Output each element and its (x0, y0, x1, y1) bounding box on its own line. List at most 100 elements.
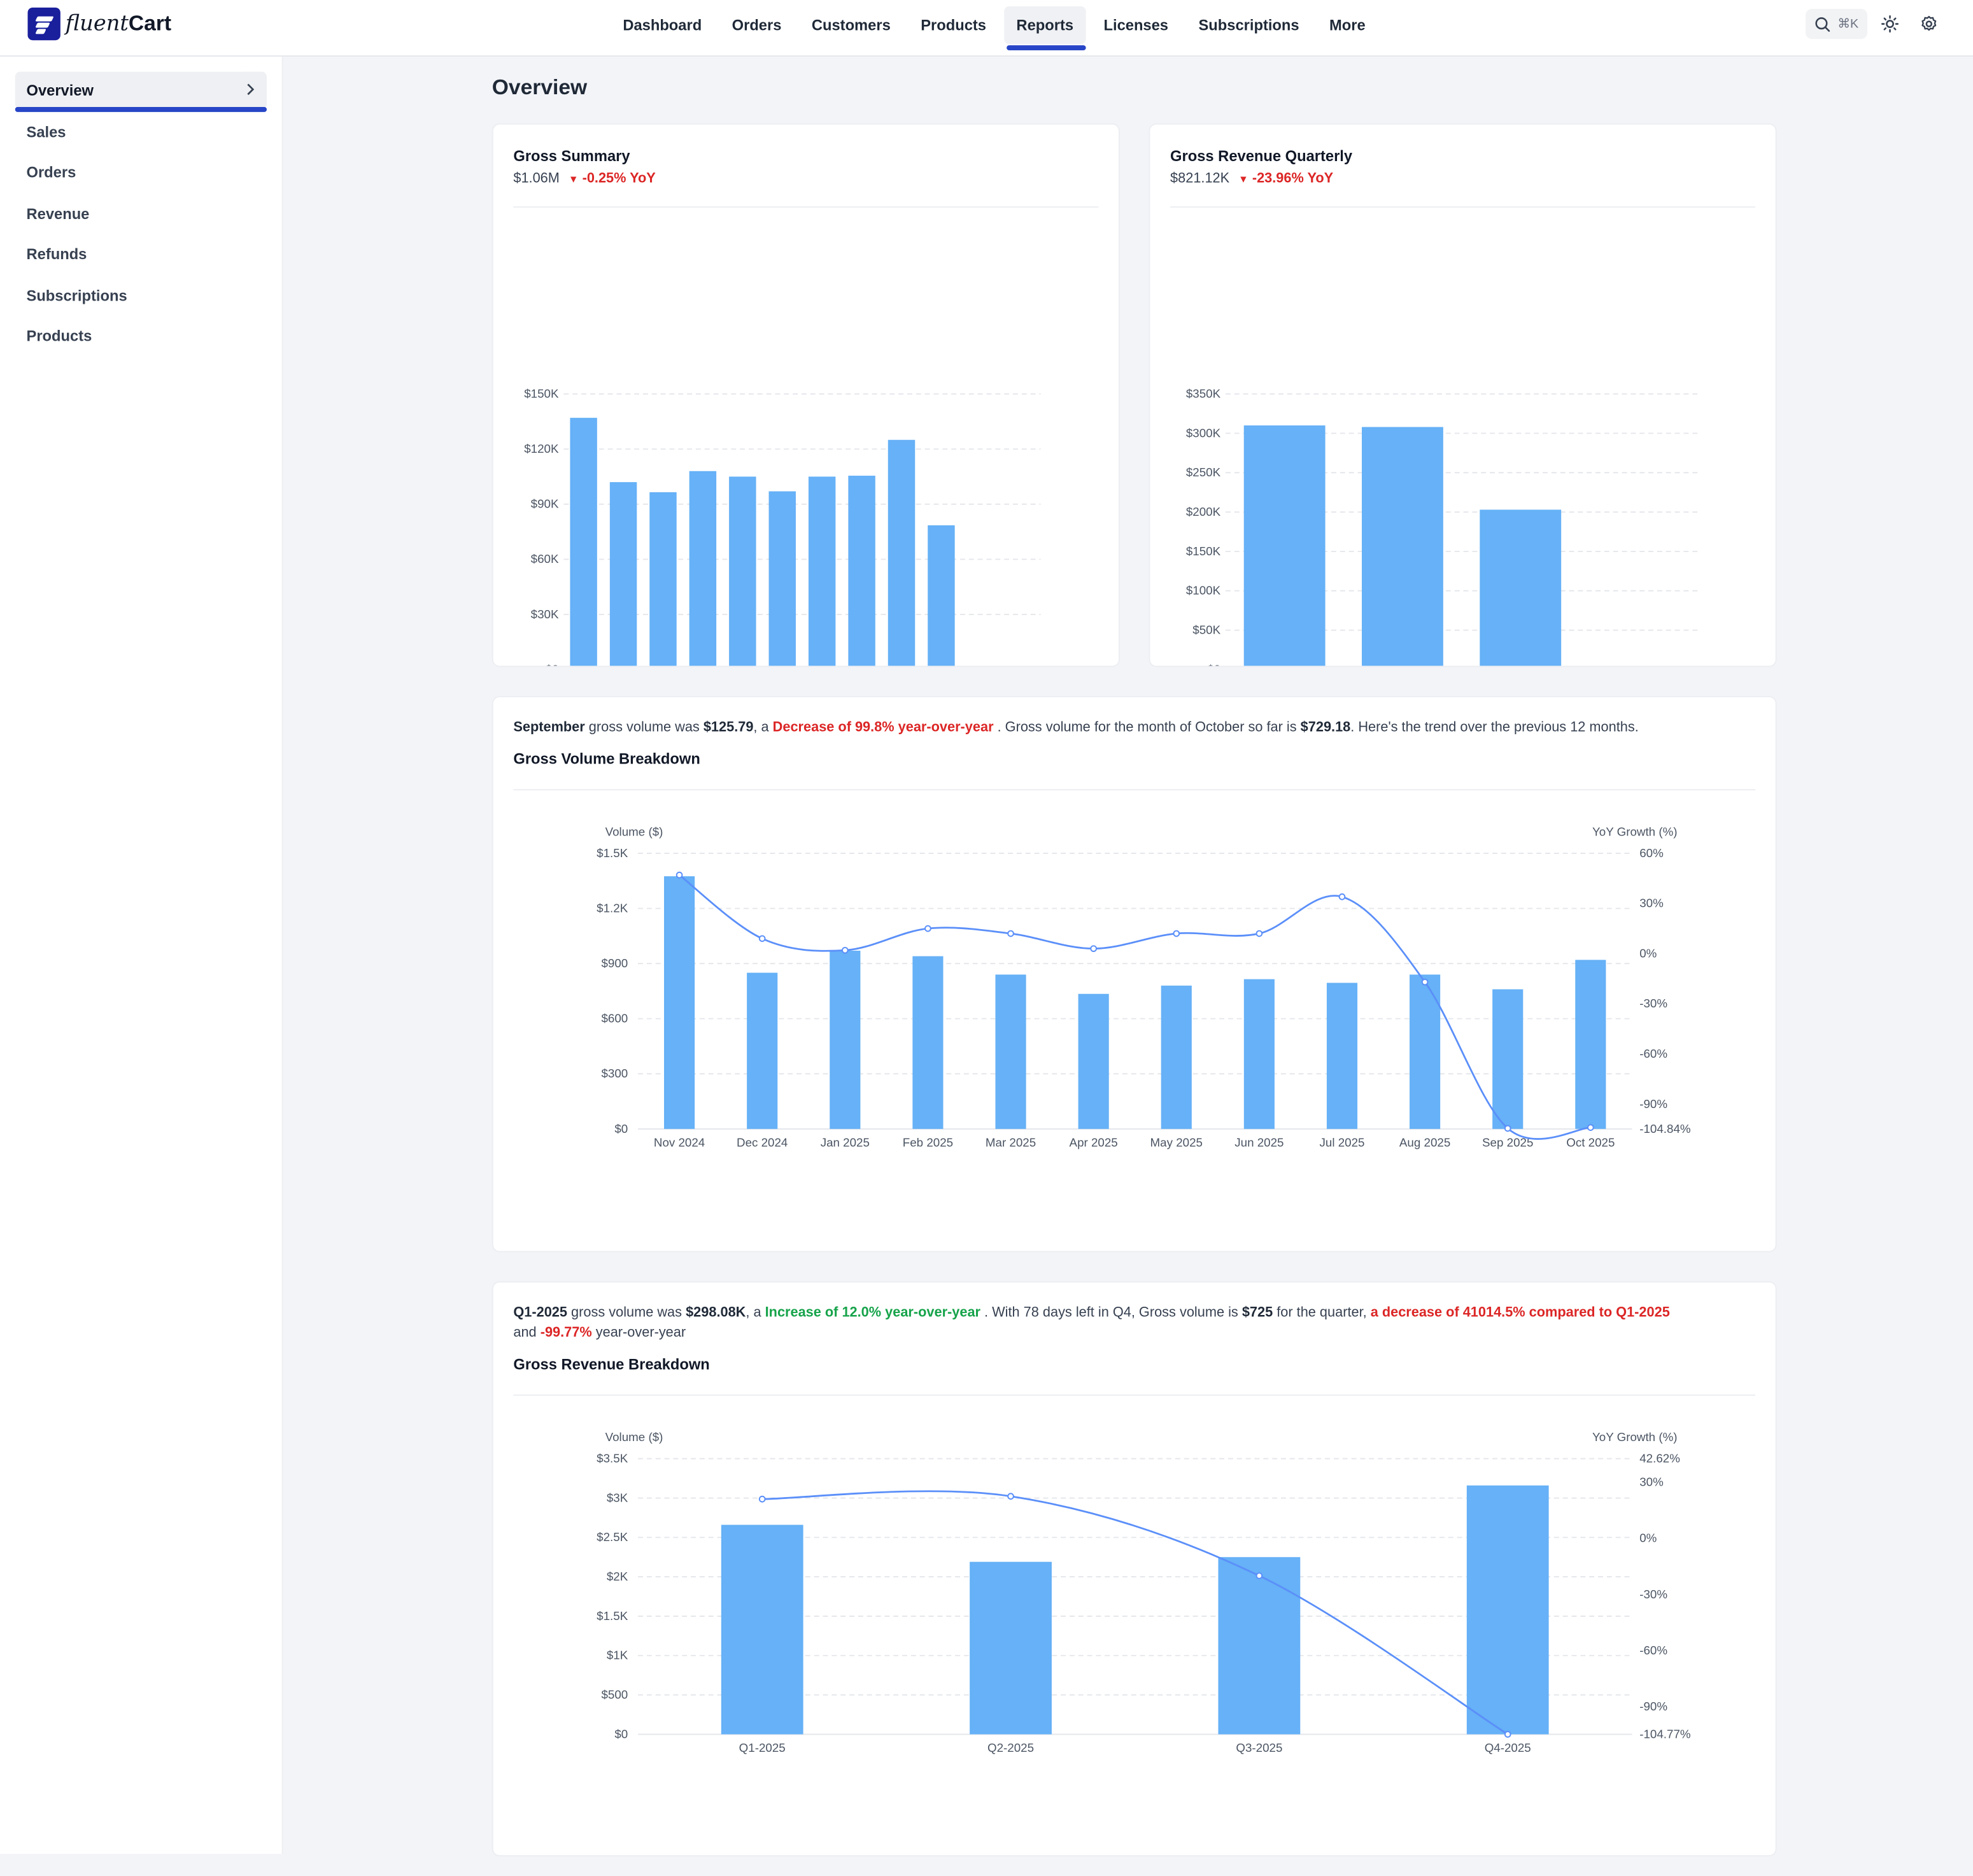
x-tick-label: Sep 2025 (1482, 1136, 1533, 1149)
chevron-right-icon (245, 82, 255, 99)
y-axis-label: Volume ($) (605, 1430, 663, 1444)
yoy-point-q1-2025 (758, 1495, 766, 1503)
sidebar-item-label: Refunds (26, 245, 87, 264)
search-shortcut: ⌘K (1837, 17, 1859, 31)
sidebar-item-label: Overview (26, 82, 94, 100)
y-tick-label: $300K (1186, 426, 1221, 439)
y2-tick-label: -60% (1639, 1047, 1667, 1060)
y2-tick-label: -90% (1639, 1097, 1667, 1111)
bar-q3-2025 (1480, 509, 1562, 666)
nav-subscriptions[interactable]: Subscriptions (1198, 16, 1299, 34)
sidebar-item-overview[interactable]: Overview (15, 71, 267, 112)
gross-quarterly-value: $821.12K (1170, 171, 1230, 187)
nav-dashboard[interactable]: Dashboard (623, 16, 702, 34)
y2-tick-label: 42.62% (1639, 1452, 1680, 1465)
x-tick-label: Apr 2025 (1070, 1136, 1118, 1149)
y-tick-label: $3K (607, 1491, 628, 1504)
nav-reports[interactable]: Reports (1003, 6, 1087, 51)
bar-dec-2024 (747, 972, 778, 1129)
sidebar-item-revenue[interactable]: Revenue (15, 194, 267, 232)
y-tick-label: $1.5K (597, 1609, 628, 1623)
x-tick-label: Aug 2025 (1399, 1136, 1450, 1149)
y2-tick-label: 0% (1639, 1531, 1657, 1545)
y-axis-label: Volume ($) (605, 825, 663, 838)
x-tick-label: Jul 2025 (1320, 1136, 1365, 1149)
x-tick-label: Q1-2025 (739, 1741, 786, 1754)
yoy-point-q2-2025 (1007, 1493, 1014, 1500)
nav-licenses[interactable]: Licenses (1103, 16, 1169, 34)
sidebar-item-label: Revenue (26, 204, 90, 222)
settings-button[interactable] (1913, 9, 1945, 39)
bar-apr-2025 (768, 491, 796, 666)
y2-tick-label: -30% (1639, 997, 1667, 1010)
y-tick-label: $900 (601, 956, 628, 970)
gross-summary-value-row: $1.06M ▼ -0.25% YoY (513, 171, 1098, 187)
x-tick-label: Q4-2025 (1485, 1741, 1531, 1754)
sidebar-item-label: Orders (26, 163, 76, 181)
yoy-point-jul-2025 (1338, 893, 1346, 900)
sidebar-item-sales[interactable]: Sales (15, 113, 267, 150)
bar-feb-2025 (689, 471, 717, 666)
x-tick-label: Mar 2025 (986, 1136, 1036, 1149)
sidebar-item-label: Subscriptions (26, 286, 127, 304)
y-tick-label: $0 (614, 1727, 628, 1740)
divider (513, 789, 1756, 791)
gross-revenue-card: Q1-2025 gross volume was $298.08K, a Inc… (491, 1281, 1777, 1857)
reports-sidebar: Overview Sales Orders Revenue Refunds Subscri… (0, 56, 283, 1854)
gross-quarterly-change: ▼ -23.96% YoY (1238, 171, 1334, 187)
y2-tick-label: -90% (1639, 1700, 1667, 1713)
sidebar-item-refunds[interactable]: Refunds (15, 236, 267, 273)
yoy-growth-line (762, 1490, 1508, 1735)
yoy-point-feb-2025 (924, 925, 931, 932)
revenue-breakdown-title: Gross Revenue Breakdown (513, 1355, 710, 1374)
y-tick-label: $60K (531, 552, 559, 565)
y-tick-label: $200K (1186, 505, 1221, 518)
search-icon (1816, 17, 1830, 31)
bar-q1-2025 (721, 1524, 803, 1735)
theme-toggle-button[interactable] (1874, 9, 1906, 39)
yoy-point-may-2025 (1173, 930, 1180, 937)
volume-summary-text: September gross volume was $125.79, a De… (513, 720, 1639, 735)
nav-orders[interactable]: Orders (732, 16, 782, 34)
y-tick-label: $0 (614, 1122, 628, 1135)
sidebar-item-products[interactable]: Products (15, 317, 267, 355)
caret-down-icon: ▼ (568, 173, 579, 185)
yoy-growth-line (679, 874, 1591, 1140)
search-button[interactable]: ⌘K (1806, 8, 1867, 39)
y-tick-label: $500 (601, 1688, 628, 1702)
y2-tick-label: -104.77% (1639, 1727, 1691, 1740)
y-tick-label: $300 (601, 1067, 628, 1080)
yoy-point-dec-2024 (758, 935, 766, 942)
divider (1170, 206, 1756, 208)
y2-tick-label: 30% (1639, 897, 1664, 910)
y-tick-label: $100K (1186, 584, 1221, 597)
gross-summary-value: $1.06M (513, 171, 560, 187)
y-tick-label: $1.2K (597, 901, 628, 914)
nav-more[interactable]: More (1329, 16, 1366, 34)
sidebar-list: Overview Sales Orders Revenue Refunds Subscri… (0, 57, 282, 355)
y-tick-label: $90K (531, 497, 559, 511)
nav-products[interactable]: Products (921, 16, 987, 34)
bar-mar-2025 (729, 476, 756, 666)
nav-customers[interactable]: Customers (811, 16, 891, 34)
gear-icon (1921, 15, 1937, 31)
yoy-point-aug-2025 (1421, 978, 1429, 986)
bar-q2-2025 (970, 1561, 1052, 1735)
logo[interactable]: fluentCart (27, 7, 171, 41)
y-tick-label: $0 (1207, 662, 1220, 665)
y-tick-label: $30K (531, 608, 559, 621)
bar-q3-2025 (1218, 1557, 1301, 1735)
yoy-point-q3-2025 (1255, 1572, 1263, 1579)
sidebar-item-orders[interactable]: Orders (15, 153, 267, 191)
revenue-summary-text: Q1-2025 gross volume was $298.08K, a Inc… (513, 1305, 1670, 1340)
bar-mar-2025 (995, 974, 1026, 1129)
y-tick-label: $1.5K (597, 846, 628, 860)
bar-apr-2025 (1078, 993, 1109, 1129)
sidebar-item-subscriptions[interactable]: Subscriptions (15, 276, 267, 314)
gross-summary-title: Gross Summary (513, 147, 630, 165)
y2-tick-label: -30% (1639, 1588, 1667, 1601)
page-title: Overview (491, 75, 588, 100)
volume-breakdown-title: Gross Volume Breakdown (513, 750, 700, 768)
divider (513, 206, 1099, 208)
bar-jan-2025 (649, 492, 677, 666)
